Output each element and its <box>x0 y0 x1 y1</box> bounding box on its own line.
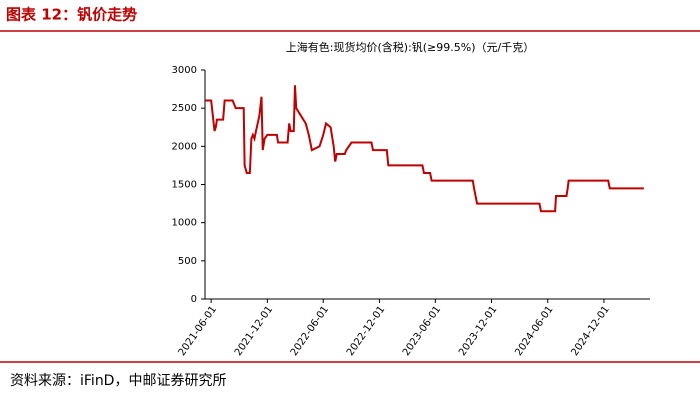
y-tick-label: 1500 <box>172 180 197 191</box>
x-tick-label: 2022-06-01 <box>289 304 331 358</box>
figure-title: 图表 12：钒价走势 <box>6 6 137 24</box>
y-tick-label: 3000 <box>172 65 197 76</box>
y-tick-label: 0 <box>191 294 197 305</box>
source: 资料来源：iFinD，中邮证券研究所 <box>10 373 226 389</box>
y-tick-label: 500 <box>178 256 197 267</box>
x-tick-label: 2023-12-01 <box>457 304 499 358</box>
x-tick-label: 2024-06-01 <box>513 304 555 358</box>
chart-title: 上海有色:现货均价(含税):钒(≥99.5%)（元/千克） <box>286 40 534 54</box>
x-tick-label: 2021-06-01 <box>177 304 219 358</box>
x-tick-label: 2024-12-01 <box>569 304 611 358</box>
y-tick-label: 2500 <box>172 103 197 114</box>
x-tick-label: 2022-12-01 <box>345 304 387 358</box>
x-tick-label: 2023-06-01 <box>401 304 443 358</box>
y-tick-label: 2000 <box>172 141 197 152</box>
price-line <box>205 85 644 213</box>
x-tick-label: 2021-12-01 <box>233 304 275 358</box>
y-tick-label: 1000 <box>172 218 197 229</box>
